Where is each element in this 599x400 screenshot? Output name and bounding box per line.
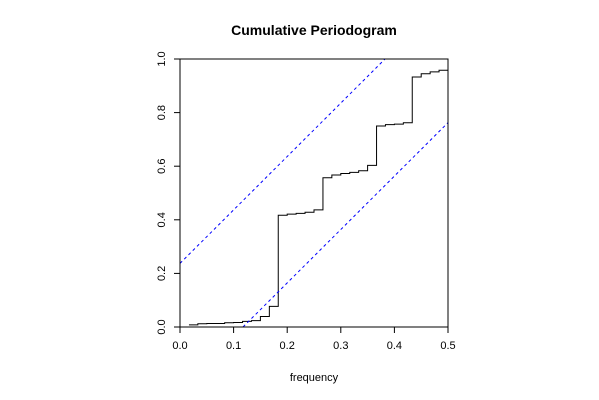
x-axis-label: frequency <box>290 372 339 384</box>
y-tick-label: 0.4 <box>156 212 168 227</box>
plot-area <box>179 58 449 328</box>
y-axis: 0.0 0.2 0.4 0.6 0.8 1.0 <box>156 51 180 335</box>
y-tick-label: 1.0 <box>156 51 168 66</box>
x-tick-label: 0.1 <box>226 340 241 352</box>
y-tick-label: 0.2 <box>156 266 168 281</box>
x-axis: 0.0 0.1 0.2 0.3 0.4 0.5 <box>172 327 456 352</box>
y-tick-label: 0.0 <box>156 319 168 334</box>
confidence-band-line-2 <box>242 122 449 328</box>
x-tick-label: 0.4 <box>387 340 402 352</box>
chart-title: Cumulative Periodogram <box>231 22 397 38</box>
x-tick-label: 0.5 <box>440 340 455 352</box>
cumulative-periodogram-step-line <box>188 59 449 326</box>
plot-frame <box>179 58 449 328</box>
confidence-band-line-1 <box>179 58 386 264</box>
y-tick-label: 0.8 <box>156 105 168 120</box>
x-tick-label: 0.0 <box>172 340 187 352</box>
x-tick-label: 0.2 <box>280 340 295 352</box>
x-tick-label: 0.3 <box>333 340 348 352</box>
y-tick-label: 0.6 <box>156 159 168 174</box>
